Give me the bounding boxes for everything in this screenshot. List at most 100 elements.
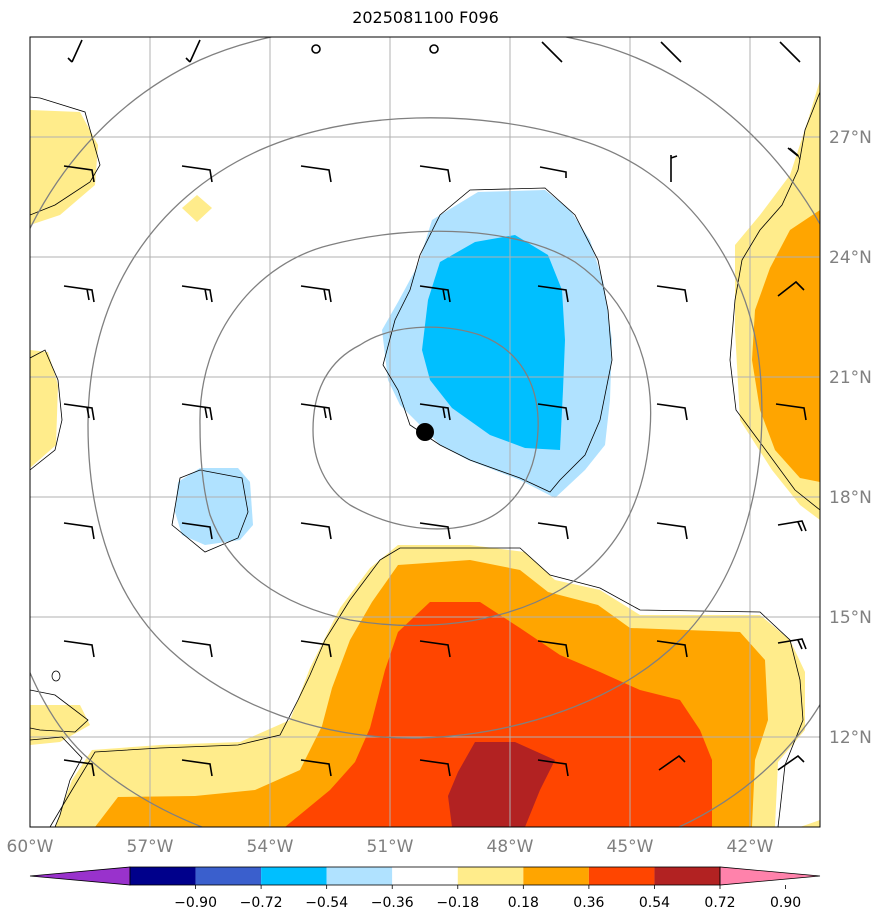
wind-barb bbox=[670, 155, 678, 182]
wind-barb bbox=[300, 640, 332, 658]
storm-center-marker bbox=[416, 423, 434, 441]
range-ring bbox=[312, 326, 539, 530]
colorbar-tick-label: −0.18 bbox=[436, 895, 479, 911]
wind-barb bbox=[777, 280, 805, 297]
calm-wind-circle bbox=[311, 44, 321, 54]
zero-contour-lines bbox=[30, 91, 820, 827]
contour-line bbox=[30, 349, 63, 471]
wind-barb bbox=[656, 403, 688, 421]
colorbar-tick-label: −0.90 bbox=[174, 895, 217, 911]
wind-barb bbox=[63, 165, 95, 183]
colorbar-outline bbox=[129, 866, 721, 886]
positive-anomaly-region bbox=[30, 350, 58, 468]
colorbar-tick-label: 0.18 bbox=[508, 895, 539, 911]
wind-barb bbox=[185, 39, 201, 63]
longitude-labels: 60°W 57°W 54°W 51°W 48°W 45°W 42°W bbox=[7, 837, 774, 857]
contour-line bbox=[30, 736, 83, 827]
wind-barb bbox=[300, 285, 332, 303]
wind-barb bbox=[419, 285, 451, 303]
colorbar-swatch bbox=[326, 867, 393, 885]
wind-barb bbox=[779, 41, 801, 63]
range-ring bbox=[87, 117, 763, 739]
colorbar-swatch bbox=[588, 867, 655, 885]
colorbar-extend-low bbox=[29, 866, 131, 886]
wind-barb bbox=[419, 640, 451, 658]
contour-line bbox=[171, 469, 249, 553]
range-ring bbox=[199, 230, 652, 627]
calm-wind-circle bbox=[429, 44, 439, 54]
wind-barb bbox=[539, 166, 567, 178]
contour-line bbox=[729, 91, 820, 511]
colorbar-tick-label: 0.36 bbox=[573, 895, 604, 911]
wind-barb bbox=[181, 640, 213, 658]
wind-barb bbox=[541, 41, 563, 63]
wind-barb bbox=[656, 640, 688, 658]
wind-barb bbox=[419, 759, 451, 777]
wind-barb bbox=[419, 165, 451, 183]
page-title: 2025081100 F096 bbox=[352, 8, 499, 27]
wind-barb bbox=[537, 640, 569, 658]
wind-barb bbox=[777, 638, 807, 650]
positive-anomaly-region bbox=[285, 602, 712, 827]
positive-anomaly-region bbox=[800, 820, 820, 827]
wind-barb bbox=[777, 754, 805, 771]
longitude-tick-label: 45°W bbox=[607, 837, 654, 857]
latitude-labels: 27°N 24°N 21°N 18°N 15°N 12°N bbox=[829, 128, 872, 748]
latitude-tick-label: 12°N bbox=[829, 728, 872, 748]
wind-barb bbox=[419, 522, 451, 540]
longitude-tick-label: 42°W bbox=[727, 837, 774, 857]
wind-barb bbox=[63, 640, 95, 658]
wind-barb bbox=[300, 403, 332, 421]
positive-anomaly-region bbox=[752, 210, 820, 482]
colorbar-swatch bbox=[523, 867, 589, 885]
colorbar-tick-label: −0.54 bbox=[305, 895, 348, 911]
calm-wind-markers bbox=[311, 44, 439, 54]
wind-barb bbox=[300, 759, 332, 777]
longitude-tick-label: 60°W bbox=[7, 837, 54, 857]
longitude-tick-label: 48°W bbox=[487, 837, 534, 857]
wind-barb bbox=[300, 165, 332, 183]
wind-barb bbox=[67, 39, 83, 63]
wind-barb bbox=[63, 759, 95, 777]
contour-line bbox=[49, 547, 804, 827]
wind-barb bbox=[300, 522, 332, 540]
wind-barb bbox=[537, 759, 569, 777]
positive-anomaly-region bbox=[182, 195, 212, 222]
graticule bbox=[30, 37, 820, 827]
colorbar-swatch bbox=[261, 867, 327, 885]
wind-barb bbox=[537, 285, 569, 303]
wind-barb bbox=[660, 41, 682, 63]
wind-barb bbox=[787, 147, 799, 157]
wind-barb bbox=[656, 522, 688, 540]
positive-anomaly-region bbox=[448, 742, 555, 827]
latitude-tick-label: 18°N bbox=[829, 488, 872, 508]
wind-barb bbox=[658, 754, 686, 771]
colorbar-tick-label: −0.72 bbox=[240, 895, 283, 911]
wind-barb bbox=[537, 522, 569, 540]
latitude-tick-label: 27°N bbox=[829, 128, 872, 148]
wind-barb bbox=[656, 285, 688, 303]
colorbar-tick-label: −0.36 bbox=[371, 895, 414, 911]
colorbar-tick-label: 0.72 bbox=[704, 895, 735, 911]
contour-line bbox=[382, 187, 613, 493]
wind-barb bbox=[537, 403, 569, 421]
range-ring bbox=[30, 37, 820, 827]
wind-barb-layer bbox=[63, 39, 807, 777]
wind-barb bbox=[181, 285, 213, 303]
positive-anomaly-region bbox=[30, 705, 90, 745]
negative-anomaly-region bbox=[422, 235, 565, 450]
wind-barb bbox=[181, 759, 213, 777]
map-area bbox=[30, 37, 820, 827]
contour-line bbox=[30, 96, 101, 216]
longitude-tick-label: 54°W bbox=[247, 837, 294, 857]
contour-line bbox=[51, 670, 61, 682]
wind-barb bbox=[181, 165, 213, 183]
range-rings bbox=[30, 37, 820, 827]
wind-barb bbox=[63, 522, 95, 540]
negative-anomaly-region bbox=[175, 468, 253, 545]
colorbar-swatch bbox=[130, 867, 196, 885]
colorbar-swatch bbox=[392, 867, 458, 885]
colorbar-tick-label: 0.90 bbox=[770, 895, 801, 911]
colorbar-swatch bbox=[457, 867, 524, 885]
